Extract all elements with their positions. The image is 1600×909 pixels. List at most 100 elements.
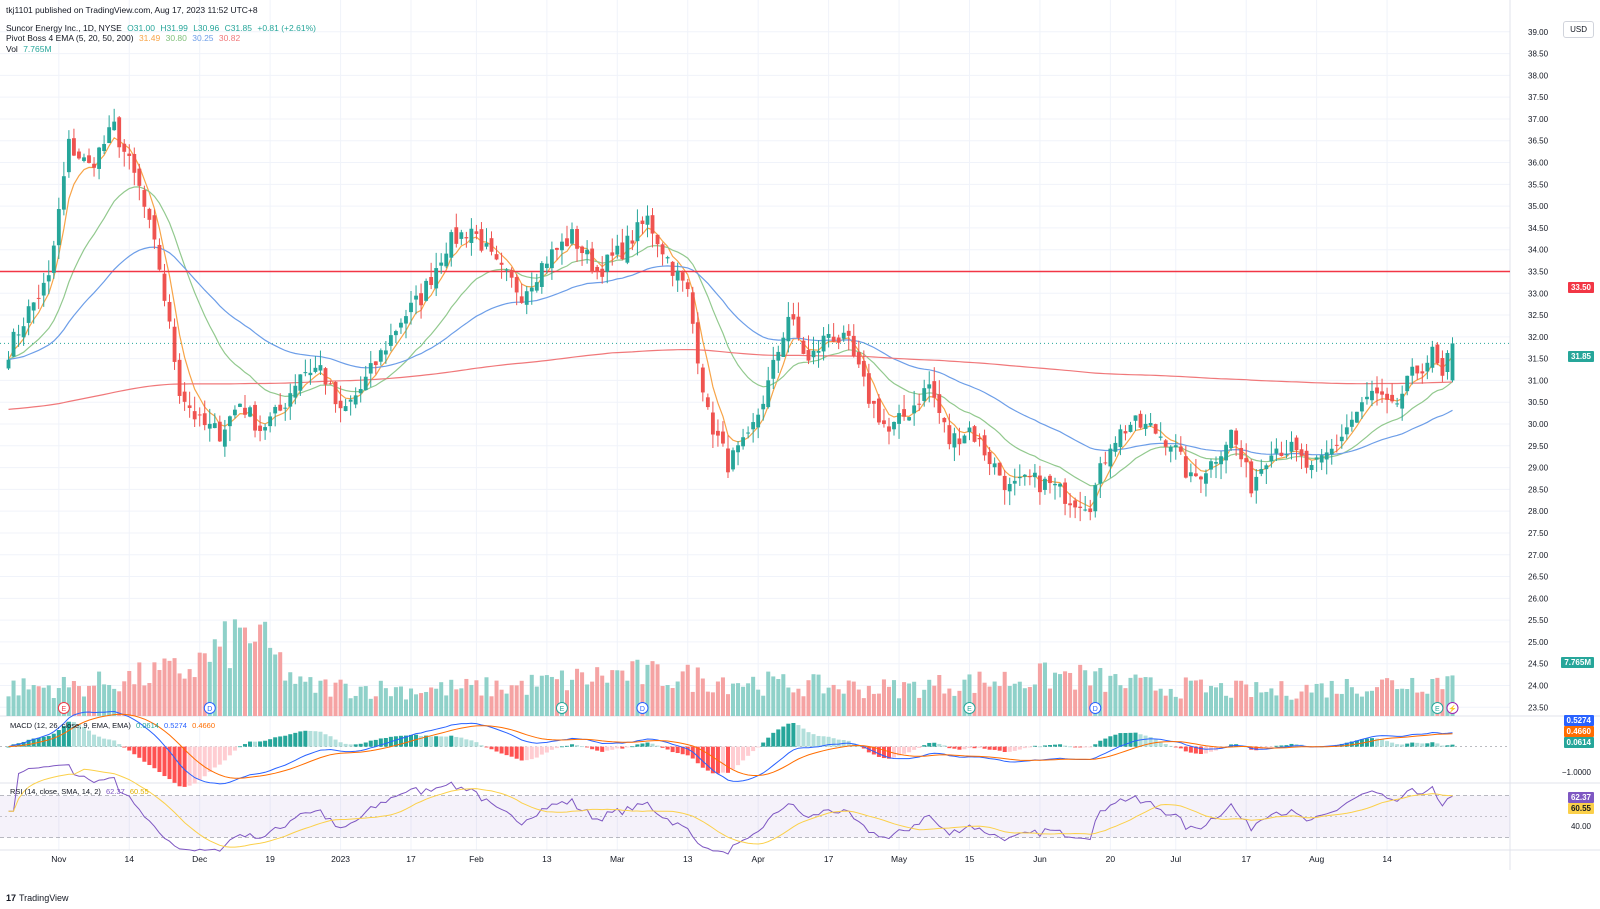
- volume-legend[interactable]: Vol 7.765M: [6, 44, 55, 54]
- candle-body: [454, 227, 459, 244]
- macd-axis-label: −1.0000: [1561, 768, 1591, 777]
- candle: [82, 153, 86, 163]
- candle-body: [137, 168, 142, 186]
- volume-bar: [796, 688, 801, 716]
- macd-hist-bar: [222, 746, 227, 761]
- candle: [1390, 383, 1395, 404]
- time-tick-label: 17: [1241, 854, 1251, 864]
- candle-body: [167, 301, 172, 322]
- candle-body: [650, 215, 655, 234]
- ema-legend[interactable]: Pivot Boss 4 EMA (5, 20, 50, 200) 31.49 …: [6, 33, 243, 43]
- macd-hist-bar: [922, 745, 927, 747]
- candle: [861, 350, 866, 387]
- volume-bar: [1415, 692, 1420, 716]
- macd-legend[interactable]: MACD (12, 26, close, 9, EMA, EMA) 0.0614…: [10, 721, 218, 730]
- volume-bar: [464, 678, 469, 716]
- volume-bar: [61, 676, 66, 716]
- macd-hist-bar: [1103, 738, 1108, 747]
- volume-bar: [665, 685, 670, 716]
- macd-hist-bar: [559, 746, 564, 748]
- macd-hist-bar: [444, 736, 449, 747]
- volume-bar: [373, 696, 378, 716]
- volume-bar: [1299, 691, 1304, 716]
- candle: [1032, 464, 1037, 488]
- candle-body: [811, 350, 816, 358]
- volume-bar: [605, 682, 610, 716]
- volume-bar: [197, 652, 202, 716]
- volume-bar: [1183, 677, 1188, 716]
- volume-legend-value: 7.765M: [23, 44, 52, 54]
- time-tick-label: 17: [824, 854, 834, 864]
- volume-bar: [625, 680, 630, 716]
- volume-bar: [972, 692, 977, 716]
- candle-body: [700, 367, 705, 393]
- candle-body: [570, 229, 574, 244]
- volume-bar: [227, 668, 232, 716]
- candle: [31, 302, 36, 324]
- candle-body: [152, 215, 157, 240]
- macd-hist-bar: [1425, 743, 1430, 747]
- tradingview-logo[interactable]: 17 TradingView: [6, 893, 69, 903]
- candle-body: [1158, 436, 1163, 438]
- volume-bar: [1380, 679, 1385, 716]
- candle: [1113, 436, 1118, 457]
- candle-body: [947, 425, 952, 445]
- volume-bar: [987, 686, 992, 716]
- volume-bar: [1324, 697, 1329, 716]
- volume-bar: [1219, 683, 1224, 716]
- volume-bar: [756, 689, 761, 716]
- volume-bar: [650, 661, 655, 716]
- volume-bar: [922, 689, 927, 716]
- rsi-sma-badge: 60.55: [1567, 803, 1594, 814]
- candle-body: [36, 297, 41, 299]
- macd-hist-bar: [741, 746, 746, 761]
- macd-hist-bar: [791, 722, 796, 747]
- candle-body: [1405, 375, 1410, 392]
- volume-bar: [1093, 671, 1098, 716]
- candle-body: [560, 241, 564, 251]
- volume-bar: [81, 696, 86, 716]
- symbol-legend[interactable]: Suncor Energy Inc., 1D, NYSE O31.00 H31.…: [6, 23, 319, 33]
- macd-hist-bar: [1133, 732, 1138, 747]
- event-marker: D: [636, 702, 649, 714]
- candle: [177, 353, 182, 404]
- candle: [1022, 474, 1027, 486]
- macd-hist-bar: [393, 736, 398, 747]
- candle-body: [922, 388, 927, 401]
- macd-hist-bar: [459, 737, 464, 747]
- candle-body: [424, 280, 429, 301]
- candle-body: [212, 423, 217, 429]
- candle: [454, 213, 459, 248]
- candle: [87, 148, 91, 164]
- candle: [56, 197, 61, 260]
- macd-hist-bar: [635, 744, 640, 747]
- volume-bar: [801, 696, 806, 716]
- volume-bar: [1264, 691, 1269, 716]
- candle: [1193, 459, 1198, 478]
- volume-bar: [278, 652, 283, 716]
- rsi-legend[interactable]: RSI (14, close, SMA, 14, 2) 62.37 60.55: [10, 787, 152, 796]
- candle-body: [474, 231, 479, 234]
- volume-bar: [414, 694, 419, 716]
- candle-body: [157, 244, 162, 270]
- macd-hist-bar: [97, 736, 102, 747]
- currency-button[interactable]: USD: [1563, 21, 1594, 38]
- candle-body: [6, 359, 11, 369]
- macd-hist-bar: [917, 746, 922, 748]
- volume-bar: [353, 695, 358, 716]
- candle-body: [82, 157, 86, 161]
- volume-bar: [640, 684, 645, 716]
- macd-hist-bar: [1148, 737, 1153, 747]
- candle-body: [469, 228, 474, 243]
- candle-body: [731, 450, 735, 470]
- macd-hist-bar: [157, 746, 162, 773]
- candle: [152, 209, 157, 249]
- candle: [690, 286, 695, 334]
- candle-body: [992, 463, 997, 468]
- candle: [1073, 497, 1078, 519]
- candle-body: [861, 360, 866, 377]
- price-tick-label: 30.00: [1528, 420, 1549, 429]
- macd-hist-bar: [127, 746, 132, 751]
- candle: [766, 366, 771, 409]
